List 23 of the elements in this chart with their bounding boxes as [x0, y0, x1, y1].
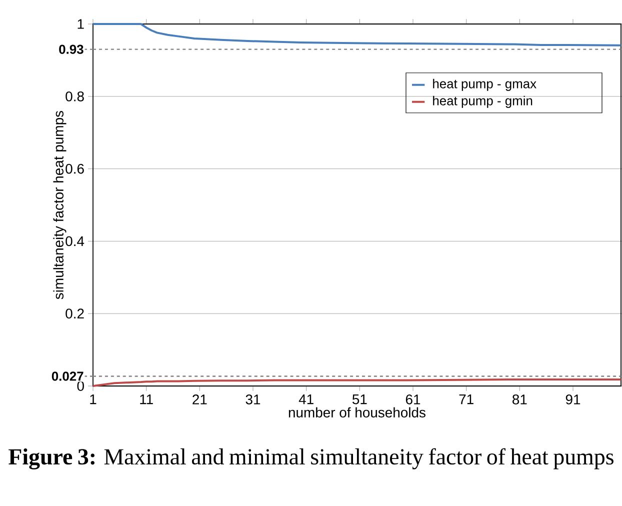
- x-tick-label: 71: [459, 394, 474, 404]
- x-tick-label: 21: [192, 394, 207, 404]
- x-tick-label: 41: [298, 394, 314, 404]
- y-tick-label: 0.4: [66, 236, 84, 246]
- ref-line-label: 0.93: [59, 44, 84, 54]
- x-tick-label: 1: [90, 394, 96, 404]
- y-tick-label: 0.6: [66, 164, 84, 174]
- ref-line-label: 0.027: [52, 372, 84, 381]
- text: Figure 3: Maximal and minimal simultaneity factor of heat pumps: [8, 448, 614, 470]
- y-tick-label: 1: [78, 19, 84, 29]
- x-tick-label: 81: [512, 394, 527, 404]
- legend-label: heat pump - gmax: [433, 78, 536, 91]
- x-tick-label: 61: [406, 394, 420, 404]
- x-tick-label: 51: [352, 394, 367, 404]
- x-axis-title: number of households: [288, 407, 426, 418]
- y-tick-label: 0.2: [66, 308, 84, 319]
- y-tick-label: 0: [77, 381, 84, 391]
- x-tick-label: 31: [246, 394, 260, 404]
- x-tick-label: 91: [566, 394, 580, 404]
- legend-label: heat pump - gmin: [433, 96, 532, 108]
- y-axis-title: simultaneity factor heat pumps: [53, 110, 66, 300]
- x-tick-label: 11: [140, 394, 153, 404]
- y-tick-label: 0.8: [66, 91, 84, 102]
